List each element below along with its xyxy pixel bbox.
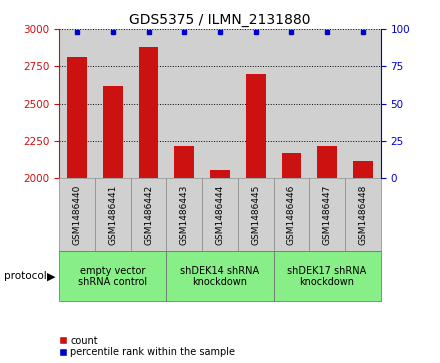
- Bar: [59, 179, 95, 252]
- Bar: [131, 29, 166, 179]
- Text: GSM1486442: GSM1486442: [144, 185, 153, 245]
- Bar: [238, 29, 274, 179]
- Bar: [274, 29, 309, 179]
- Bar: [59, 29, 95, 179]
- Bar: [238, 179, 274, 252]
- Text: shDEK17 shRNA
knockdown: shDEK17 shRNA knockdown: [287, 266, 367, 287]
- Text: GSM1486440: GSM1486440: [73, 185, 82, 245]
- Text: empty vector
shRNA control: empty vector shRNA control: [78, 266, 147, 287]
- Text: GSM1486441: GSM1486441: [108, 185, 117, 245]
- Bar: [309, 179, 345, 252]
- Text: GSM1486447: GSM1486447: [323, 185, 332, 245]
- Bar: [202, 179, 238, 252]
- Bar: [139, 47, 158, 179]
- Text: GSM1486445: GSM1486445: [251, 185, 260, 245]
- Bar: [67, 57, 87, 179]
- Bar: [246, 74, 265, 179]
- Bar: [345, 179, 381, 252]
- Bar: [59, 252, 166, 301]
- Bar: [282, 153, 301, 179]
- Bar: [274, 252, 381, 301]
- Bar: [95, 29, 131, 179]
- Text: protocol: protocol: [4, 272, 47, 281]
- Bar: [166, 252, 274, 301]
- Bar: [210, 170, 230, 179]
- Text: GSM1486448: GSM1486448: [358, 185, 367, 245]
- Bar: [274, 179, 309, 252]
- Bar: [131, 179, 166, 252]
- Bar: [166, 29, 202, 179]
- Text: shDEK14 shRNA
knockdown: shDEK14 shRNA knockdown: [180, 266, 260, 287]
- Title: GDS5375 / ILMN_2131880: GDS5375 / ILMN_2131880: [129, 13, 311, 26]
- Bar: [175, 146, 194, 179]
- Bar: [166, 179, 202, 252]
- Bar: [309, 29, 345, 179]
- Bar: [95, 179, 131, 252]
- Text: GSM1486444: GSM1486444: [216, 185, 224, 245]
- Bar: [317, 146, 337, 179]
- Text: GSM1486446: GSM1486446: [287, 185, 296, 245]
- Text: ▶: ▶: [47, 272, 55, 281]
- Bar: [353, 160, 373, 179]
- Bar: [202, 29, 238, 179]
- Text: GSM1486443: GSM1486443: [180, 185, 189, 245]
- Bar: [345, 29, 381, 179]
- Legend: count, percentile rank within the sample: count, percentile rank within the sample: [58, 335, 236, 358]
- Bar: [103, 86, 123, 179]
